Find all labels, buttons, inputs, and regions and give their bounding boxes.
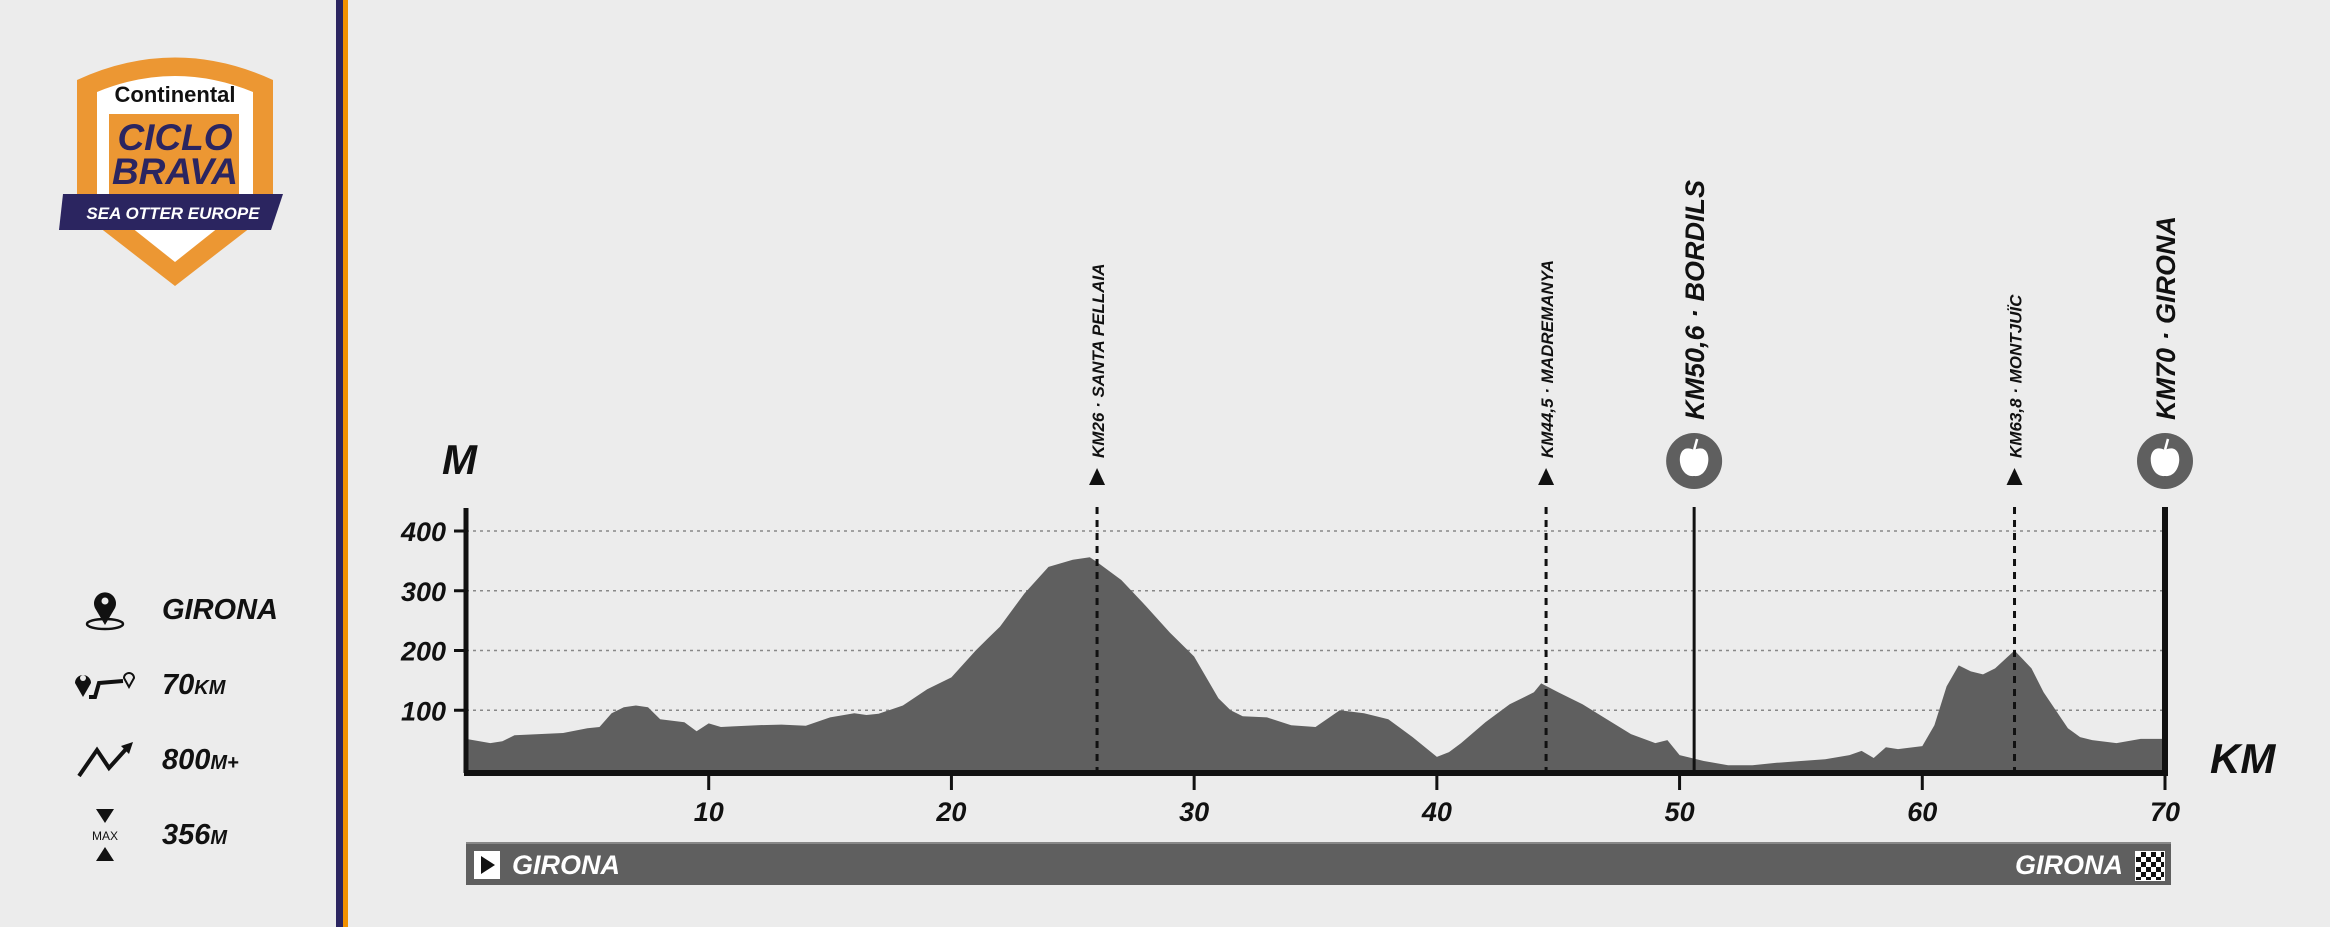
y-axis-label: M: [442, 436, 478, 483]
route-finish-label: GIRONA: [2015, 850, 2123, 880]
stat-distance: 70KM: [60, 660, 225, 710]
max-altitude-icon: MAX: [60, 807, 150, 863]
x-tick-label: 70: [2150, 797, 2180, 827]
stat-location-value: GIRONA: [162, 593, 278, 626]
stat-max-altitude: MAX 356M: [60, 807, 228, 863]
checkered-flag-icon: [2135, 851, 2165, 881]
apple-icon-body: [2150, 448, 2180, 477]
logo-title-line1: CICLO: [117, 117, 232, 158]
logo-banner: [59, 194, 283, 230]
y-tick-label: 400: [400, 517, 446, 547]
marker-label: KM26 · SANTA PELLAIA: [1089, 263, 1108, 458]
elevation-gain-icon: [60, 740, 150, 780]
logo-brand: Continental: [115, 82, 236, 107]
x-tick-label: 40: [1421, 797, 1452, 827]
y-tick-label: 100: [401, 696, 446, 726]
x-tick-label: 30: [1179, 797, 1209, 827]
summit-triangle-icon: [1089, 468, 1106, 485]
route-distance-icon: [60, 667, 150, 703]
x-axis-label: KM: [2210, 735, 2276, 782]
marker-label: KM50,6 · BORDILS: [1680, 180, 1710, 420]
summit-triangle-icon: [1538, 468, 1555, 485]
x-tick-label: 50: [1665, 797, 1695, 827]
apple-icon-stem: [1692, 438, 1699, 451]
route-start-label: GIRONA: [512, 850, 620, 880]
y-tick-label: 200: [400, 637, 446, 667]
apple-icon-stem: [2163, 438, 2170, 451]
stat-distance-value: 70KM: [162, 668, 226, 701]
divider-navy: [336, 0, 343, 927]
elevation-area: [466, 557, 2165, 770]
x-tick-label: 20: [935, 797, 966, 827]
location-pin-icon: [60, 588, 150, 632]
apple-icon: [1666, 433, 1723, 489]
marker-label: KM70 · GIRONA: [2151, 216, 2181, 420]
summit-triangle-icon: [2006, 468, 2023, 485]
divider-orange: [343, 0, 348, 927]
stat-elevation-gain-value: 800M+: [162, 743, 239, 776]
play-flag-icon: [474, 851, 500, 879]
svg-text:MAX: MAX: [92, 829, 118, 843]
stat-max-altitude-value: 356M: [162, 818, 228, 851]
route-bar: GIRONA GIRONA: [466, 842, 2171, 885]
logo-banner-text: SEA OTTER EUROPE: [86, 204, 260, 223]
x-tick-label: 10: [694, 797, 724, 827]
stat-location: GIRONA: [60, 585, 278, 635]
x-tick-label: 60: [1907, 797, 1937, 827]
marker-label: KM63,8 · MONTJUÏC: [2007, 294, 2026, 458]
marker-label: KM44,5 · MADREMANYA: [1538, 260, 1557, 458]
logo-title-line2: BRAVA: [112, 151, 238, 192]
ciclo-brava-logo: Continental CICLO BRAVA SEA OTTER EUROPE: [59, 57, 283, 286]
apple-icon-body: [1679, 448, 1709, 477]
apple-icon: [2137, 433, 2193, 489]
y-tick-label: 300: [401, 577, 446, 607]
stat-elevation-gain: 800M+: [60, 735, 239, 785]
